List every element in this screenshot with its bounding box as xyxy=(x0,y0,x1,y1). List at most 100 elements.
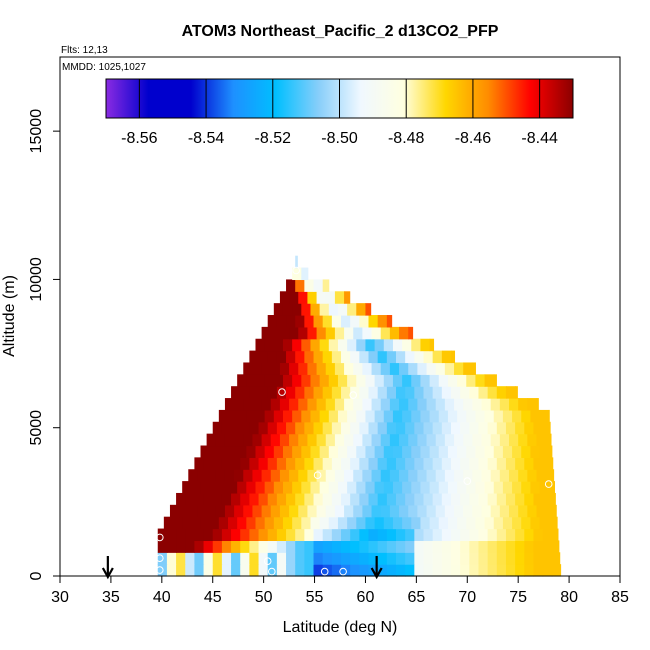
heat-cell xyxy=(435,362,446,375)
heat-cell xyxy=(509,504,519,518)
heat-cell xyxy=(548,481,555,494)
heat-cell xyxy=(270,362,281,375)
heat-cell xyxy=(298,326,309,340)
heat-cell xyxy=(371,504,382,518)
heat-cell xyxy=(377,492,388,506)
heat-cell xyxy=(295,492,305,506)
heat-cell xyxy=(533,457,544,470)
heat-cell xyxy=(481,504,492,518)
heat-cell xyxy=(215,469,226,482)
heat-cell xyxy=(368,315,379,328)
heat-cell xyxy=(386,564,397,577)
heat-cell xyxy=(292,303,302,316)
colorbar-tick-label: -8.52 xyxy=(255,130,292,147)
heat-cell xyxy=(344,398,354,411)
heat-cell xyxy=(344,326,354,340)
heat-cell xyxy=(499,398,510,411)
heat-cell xyxy=(435,504,446,518)
heat-cell xyxy=(444,433,455,447)
heat-cell xyxy=(386,315,393,328)
heat-cell xyxy=(188,469,199,482)
heat-cell xyxy=(405,564,415,577)
heat-cell xyxy=(530,481,541,494)
heat-cell xyxy=(328,409,339,423)
heat-cell xyxy=(505,457,516,470)
heat-cell xyxy=(548,445,553,458)
heat-cell xyxy=(289,469,299,482)
heat-cell xyxy=(438,374,449,387)
heat-cell xyxy=(411,409,422,423)
heat-cell xyxy=(353,362,363,375)
heat-cell xyxy=(518,504,528,518)
heat-cell xyxy=(362,362,373,375)
heat-cell xyxy=(270,398,281,411)
heat-cell xyxy=(414,457,425,470)
heat-cell xyxy=(450,564,461,577)
heat-cell xyxy=(521,409,531,423)
heat-cell xyxy=(331,492,342,506)
heat-cell xyxy=(441,540,452,553)
heat-cell xyxy=(173,516,183,530)
heat-cell xyxy=(496,540,507,553)
heat-cell xyxy=(331,421,342,435)
heat-cell xyxy=(478,552,489,565)
colorbar-tick-label: -8.44 xyxy=(521,130,558,147)
heat-cell xyxy=(466,374,477,387)
heat-cell xyxy=(356,445,367,458)
heat-cell xyxy=(487,540,498,553)
heat-cell xyxy=(344,433,354,447)
mmdd-label: MMDD: 1025,1027 xyxy=(62,62,146,73)
x-tick-label: 35 xyxy=(102,589,120,606)
heat-cell xyxy=(484,516,495,530)
heat-cell xyxy=(261,326,272,340)
heat-cell xyxy=(432,421,443,435)
heat-cell xyxy=(362,469,373,482)
heat-cell xyxy=(322,528,333,542)
heat-cell xyxy=(307,326,318,340)
heat-cell xyxy=(399,504,409,518)
heat-cell xyxy=(524,528,535,542)
heat-cell xyxy=(524,421,535,435)
heat-cell xyxy=(264,409,275,423)
heat-cell xyxy=(365,409,376,423)
heat-cell xyxy=(383,374,394,387)
heat-cell xyxy=(166,564,177,577)
colorbar-tick-label: -8.50 xyxy=(321,130,358,147)
heat-cell xyxy=(246,409,257,423)
heat-cell xyxy=(484,409,495,423)
heat-cell xyxy=(420,374,431,387)
heat-cell xyxy=(356,516,367,530)
heat-cell xyxy=(533,552,544,565)
heat-cell xyxy=(276,564,287,577)
heat-cell xyxy=(234,433,244,447)
heat-cell xyxy=(185,528,195,542)
heat-cell xyxy=(432,552,443,565)
heat-cell xyxy=(292,481,302,494)
heat-cell xyxy=(399,469,409,482)
heat-cell xyxy=(276,315,287,328)
heat-cell xyxy=(405,528,415,542)
colorbar: -8.56 -8.54 -8.52 -8.50 -8.48 -8.46 -8.44 xyxy=(105,78,574,147)
heat-cell xyxy=(380,326,391,340)
heat-cell xyxy=(475,516,486,530)
sample-point xyxy=(349,391,358,399)
heat-cell xyxy=(279,362,290,375)
heat-cell xyxy=(490,469,501,482)
heat-cell xyxy=(282,409,293,423)
heat-cell xyxy=(341,552,351,565)
heat-cell xyxy=(509,469,519,482)
heat-cell xyxy=(389,398,400,411)
heat-cell xyxy=(542,492,553,506)
heat-cell xyxy=(224,433,235,447)
heat-cell xyxy=(383,409,394,423)
heat-cell xyxy=(545,504,556,518)
heat-cell xyxy=(414,528,425,542)
heat-cell xyxy=(322,552,333,565)
heat-cell xyxy=(469,457,480,470)
heat-cell xyxy=(286,421,296,435)
heat-cell xyxy=(551,492,556,506)
heat-cell xyxy=(371,398,382,411)
heat-cell xyxy=(279,326,290,340)
heat-cell xyxy=(374,374,385,387)
heat-cell xyxy=(298,469,309,482)
